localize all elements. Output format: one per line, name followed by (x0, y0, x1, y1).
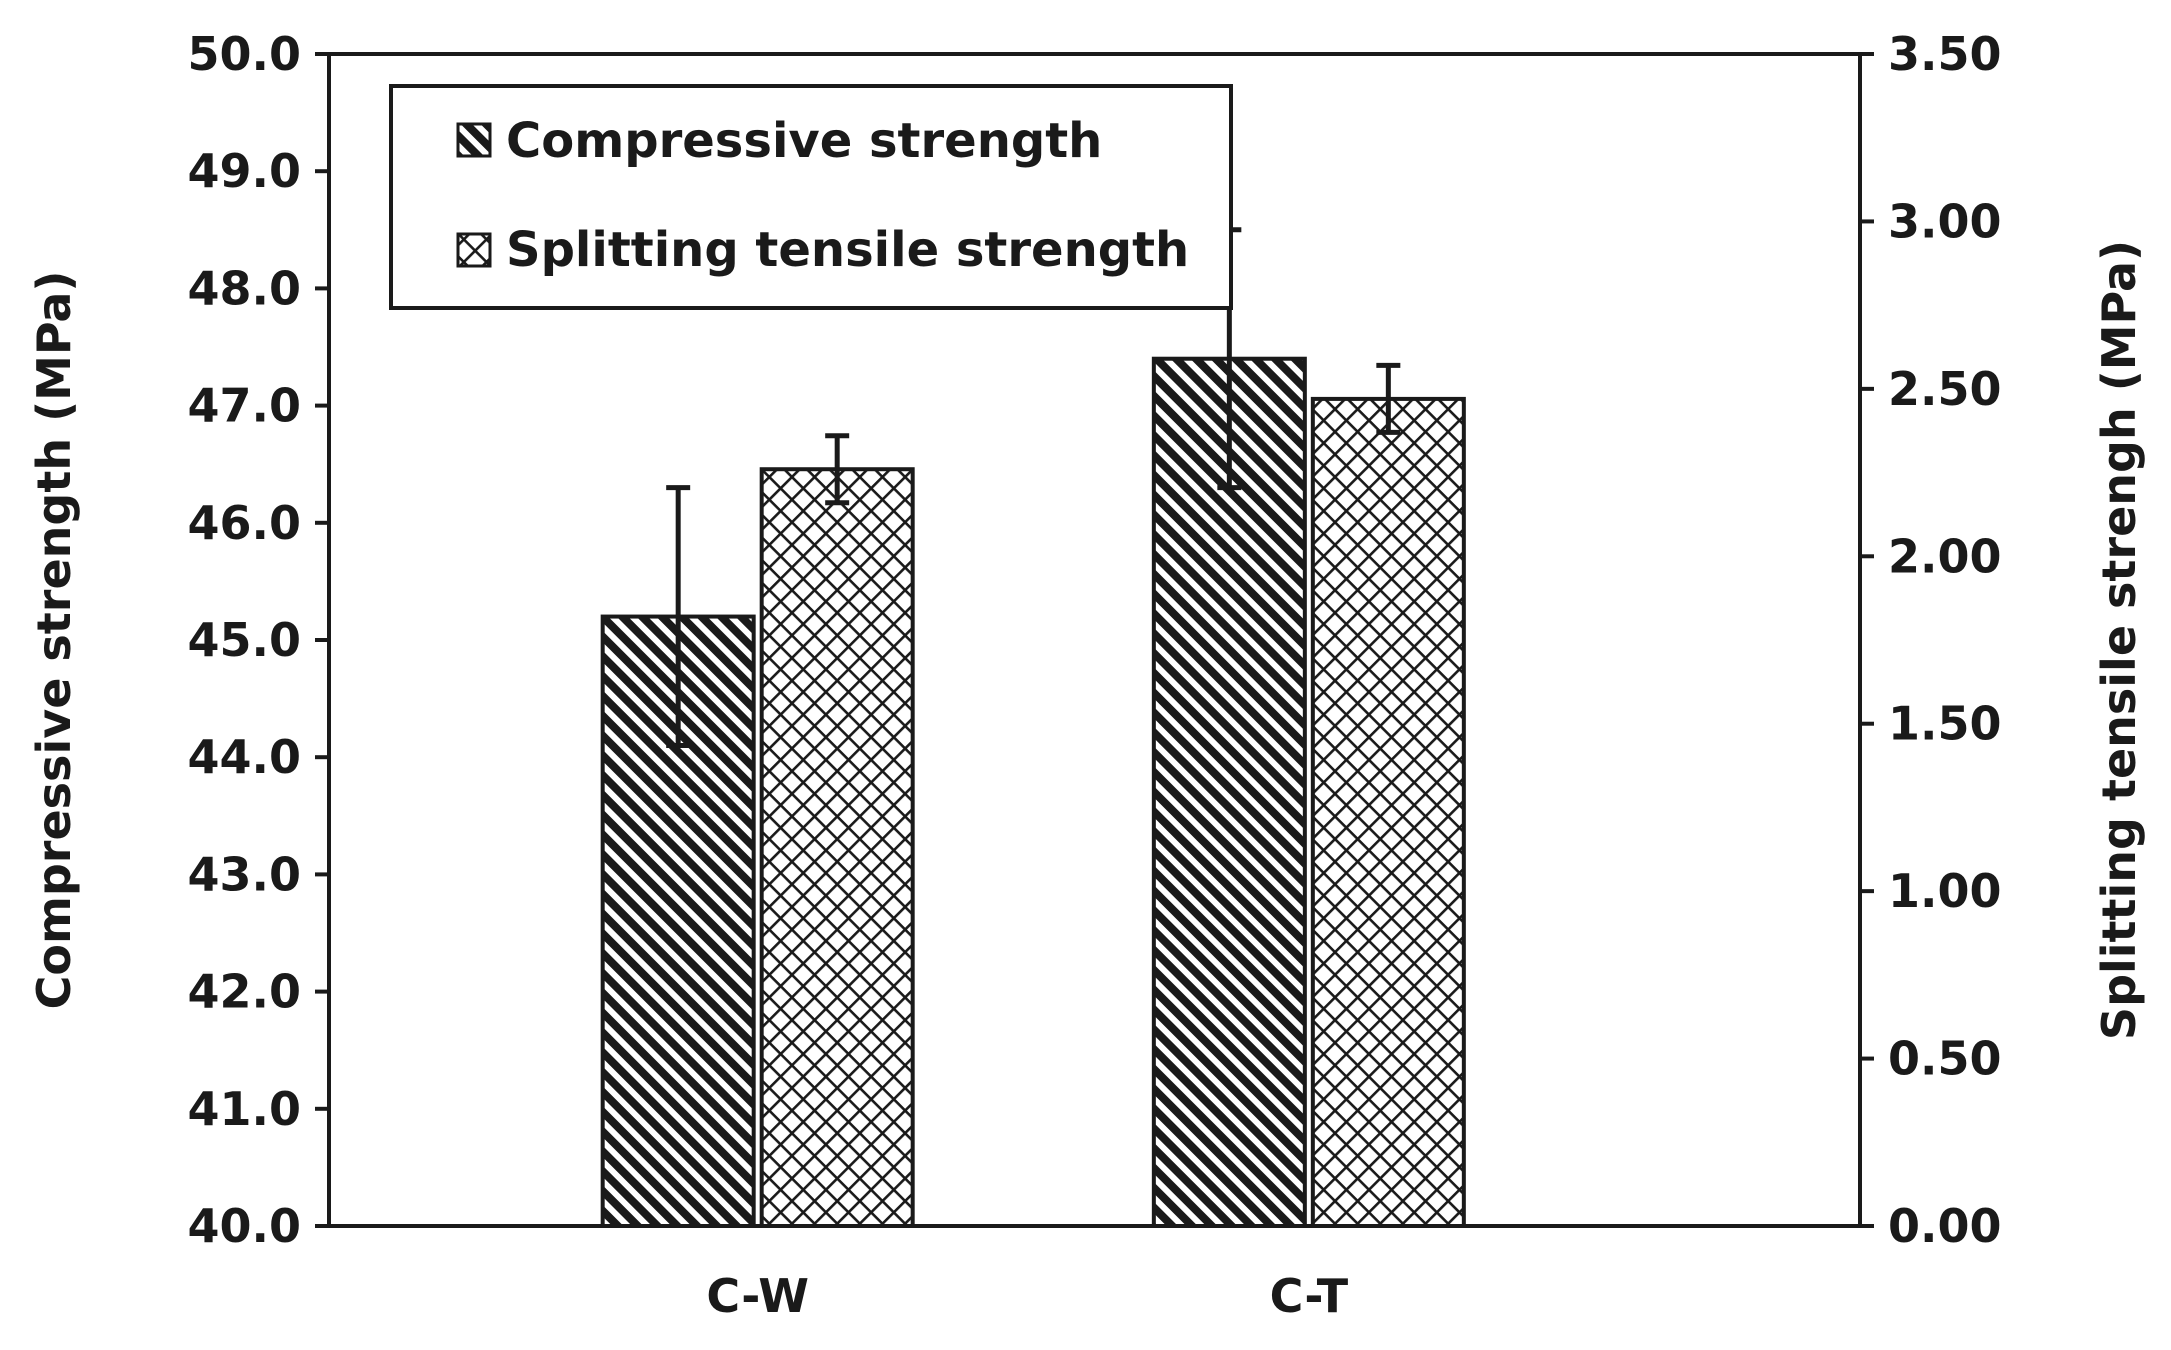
right-tick-label: 1.00 (1888, 864, 2002, 918)
x-category-label: C-W (706, 1269, 809, 1323)
left-tick-label: 40.0 (188, 1199, 302, 1253)
x-category-label: C-T (1270, 1269, 1349, 1323)
bars-layer (600, 356, 1466, 1229)
left-tick-label: 50.0 (188, 27, 302, 81)
legend-swatch-splitting (456, 232, 492, 268)
bar-splitting-tensile-strength-c-w (759, 467, 915, 1229)
bar-splitting-tensile-strength-c-t (1310, 396, 1466, 1229)
legend-frame (389, 84, 1233, 310)
right-tick-label: 2.00 (1888, 529, 2002, 583)
right-tick-label: 3.00 (1888, 194, 2002, 248)
left-tick-label: 41.0 (188, 1082, 302, 1136)
right-tick-label: 1.50 (1888, 697, 2002, 751)
bar-compressive-strength-c-t (1151, 356, 1307, 1229)
left-axis-ticks: 40.0 41.0 42.0 43.0 44.0 45.0 46.0 47.0 48.0 49.0… (188, 27, 329, 1253)
legend-label-splitting: Splitting tensile strength (506, 222, 1189, 278)
left-tick-label: 45.0 (188, 613, 302, 667)
right-tick-label: 2.50 (1888, 362, 2002, 416)
right-axis-title: Splitting tensile strengh (MPa) (2092, 240, 2146, 1040)
left-tick-label: 47.0 (188, 379, 302, 433)
left-tick-label: 42.0 (188, 965, 302, 1019)
left-tick-label: 46.0 (188, 496, 302, 550)
x-axis-categories: C-W C-T (706, 1269, 1348, 1323)
left-tick-label: 44.0 (188, 730, 302, 784)
left-axis-title: Compressive strength (MPa) (27, 271, 81, 1010)
legend: Compressive strength Splitting tensile s… (389, 84, 1233, 310)
right-tick-label: 0.00 (1888, 1199, 2002, 1253)
right-tick-label: 0.50 (1888, 1032, 2002, 1086)
legend-swatch-compressive (456, 122, 492, 158)
left-tick-label: 43.0 (188, 847, 302, 901)
left-tick-label: 49.0 (188, 144, 302, 198)
right-axis-ticks: 0.00 0.50 1.00 1.50 2.00 2.50 3.00 3.50 (1860, 27, 2002, 1253)
right-tick-label: 3.50 (1888, 27, 2002, 81)
left-tick-label: 48.0 (188, 261, 302, 315)
legend-label-compressive: Compressive strength (506, 113, 1102, 169)
